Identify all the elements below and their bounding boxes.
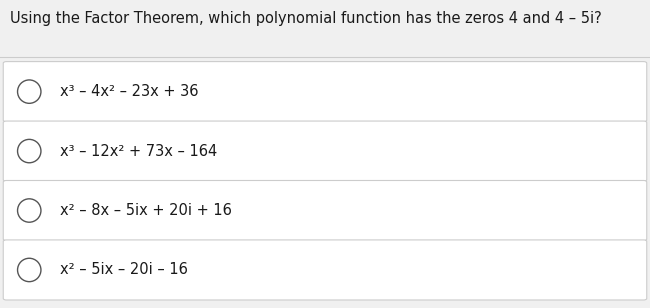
Text: x³ – 12x² + 73x – 164: x³ – 12x² + 73x – 164 — [60, 144, 218, 159]
Text: x² – 5ix – 20i – 16: x² – 5ix – 20i – 16 — [60, 262, 188, 278]
Text: x³ – 4x² – 23x + 36: x³ – 4x² – 23x + 36 — [60, 84, 199, 99]
FancyBboxPatch shape — [3, 240, 647, 300]
Text: Using the Factor Theorem, which polynomial function has the zeros 4 and 4 – 5i?: Using the Factor Theorem, which polynomi… — [10, 11, 601, 26]
FancyBboxPatch shape — [3, 121, 647, 181]
Text: x² – 8x – 5ix + 20i + 16: x² – 8x – 5ix + 20i + 16 — [60, 203, 232, 218]
FancyBboxPatch shape — [3, 62, 647, 122]
FancyBboxPatch shape — [3, 180, 647, 241]
